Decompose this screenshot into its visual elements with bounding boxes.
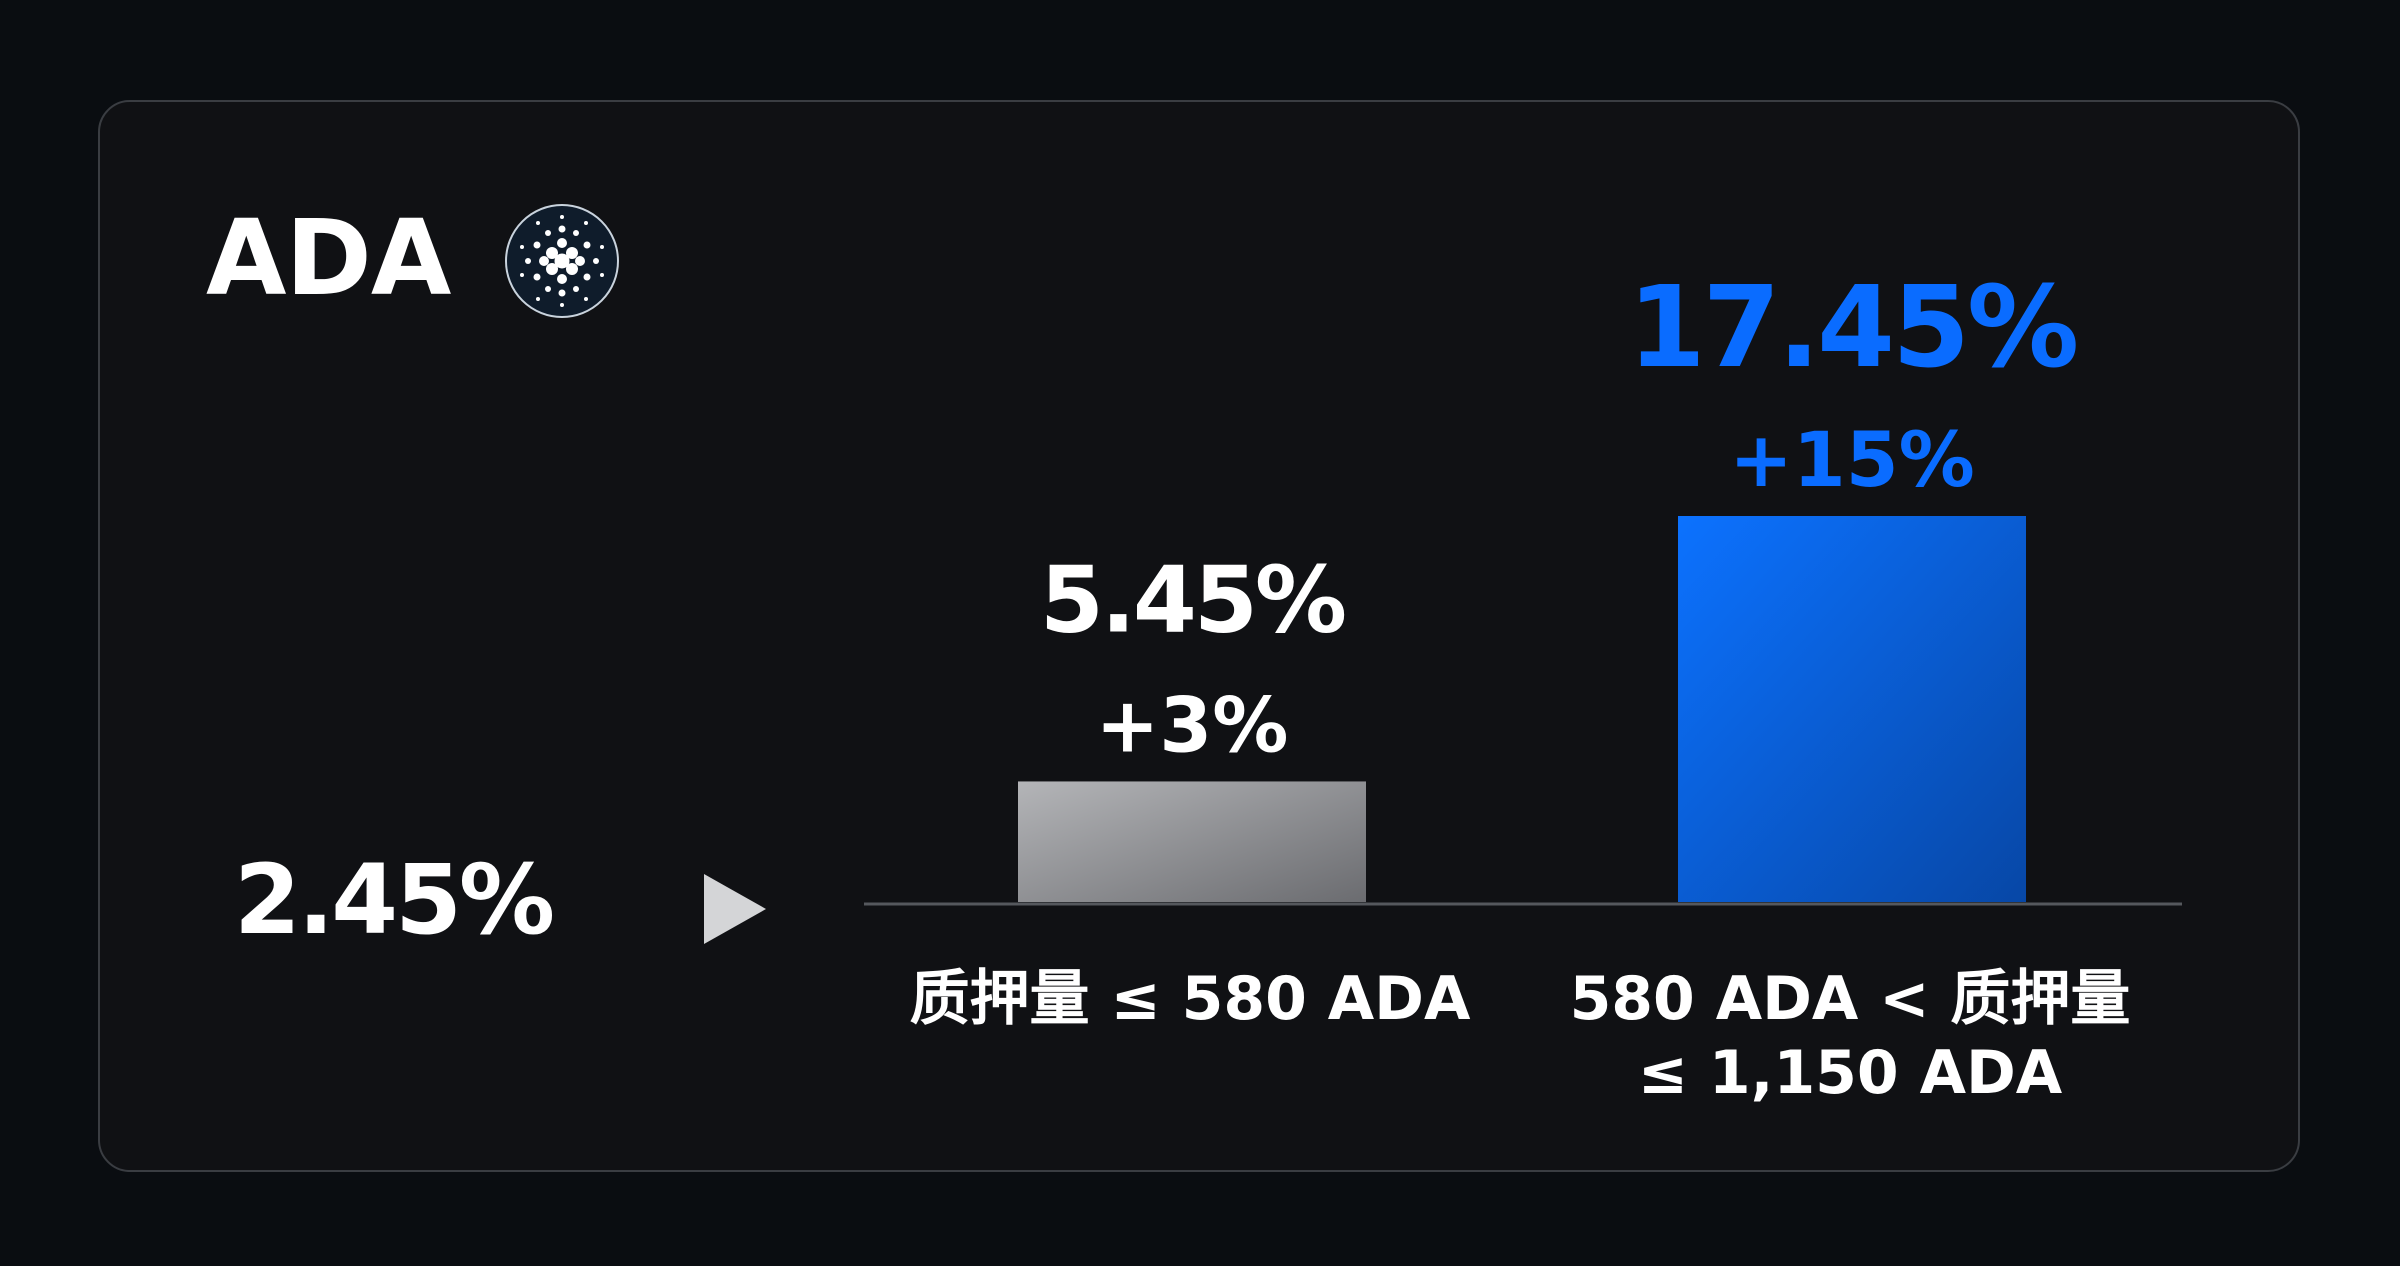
coin-title: ADA xyxy=(206,196,451,320)
category-label-1-line-0: 580 ADA < 质押量 xyxy=(1569,964,2131,1034)
category-label-0: 质押量 ≤ 580 ADA xyxy=(860,962,1520,1036)
base-rate: 2.45% xyxy=(234,844,555,956)
coin-name: ADA xyxy=(206,197,451,319)
value-label-0: 5.45% xyxy=(1040,546,1345,653)
bar-1 xyxy=(1678,516,2026,902)
play-arrow-icon xyxy=(704,874,766,944)
cardano-icon xyxy=(505,204,619,318)
bonus-label-0: +3% xyxy=(1096,680,1289,769)
category-label-0-line-0: 质押量 ≤ 580 ADA xyxy=(909,964,1471,1034)
bar-0 xyxy=(1018,781,1366,902)
category-label-1: 580 ADA < 质押量 ≤ 1,150 ADA xyxy=(1520,962,2180,1110)
value-label-1: 17.45% xyxy=(1628,263,2076,393)
category-label-1-line-1: ≤ 1,150 ADA xyxy=(1637,1038,2063,1108)
bonus-label-1: +15% xyxy=(1729,415,1975,504)
